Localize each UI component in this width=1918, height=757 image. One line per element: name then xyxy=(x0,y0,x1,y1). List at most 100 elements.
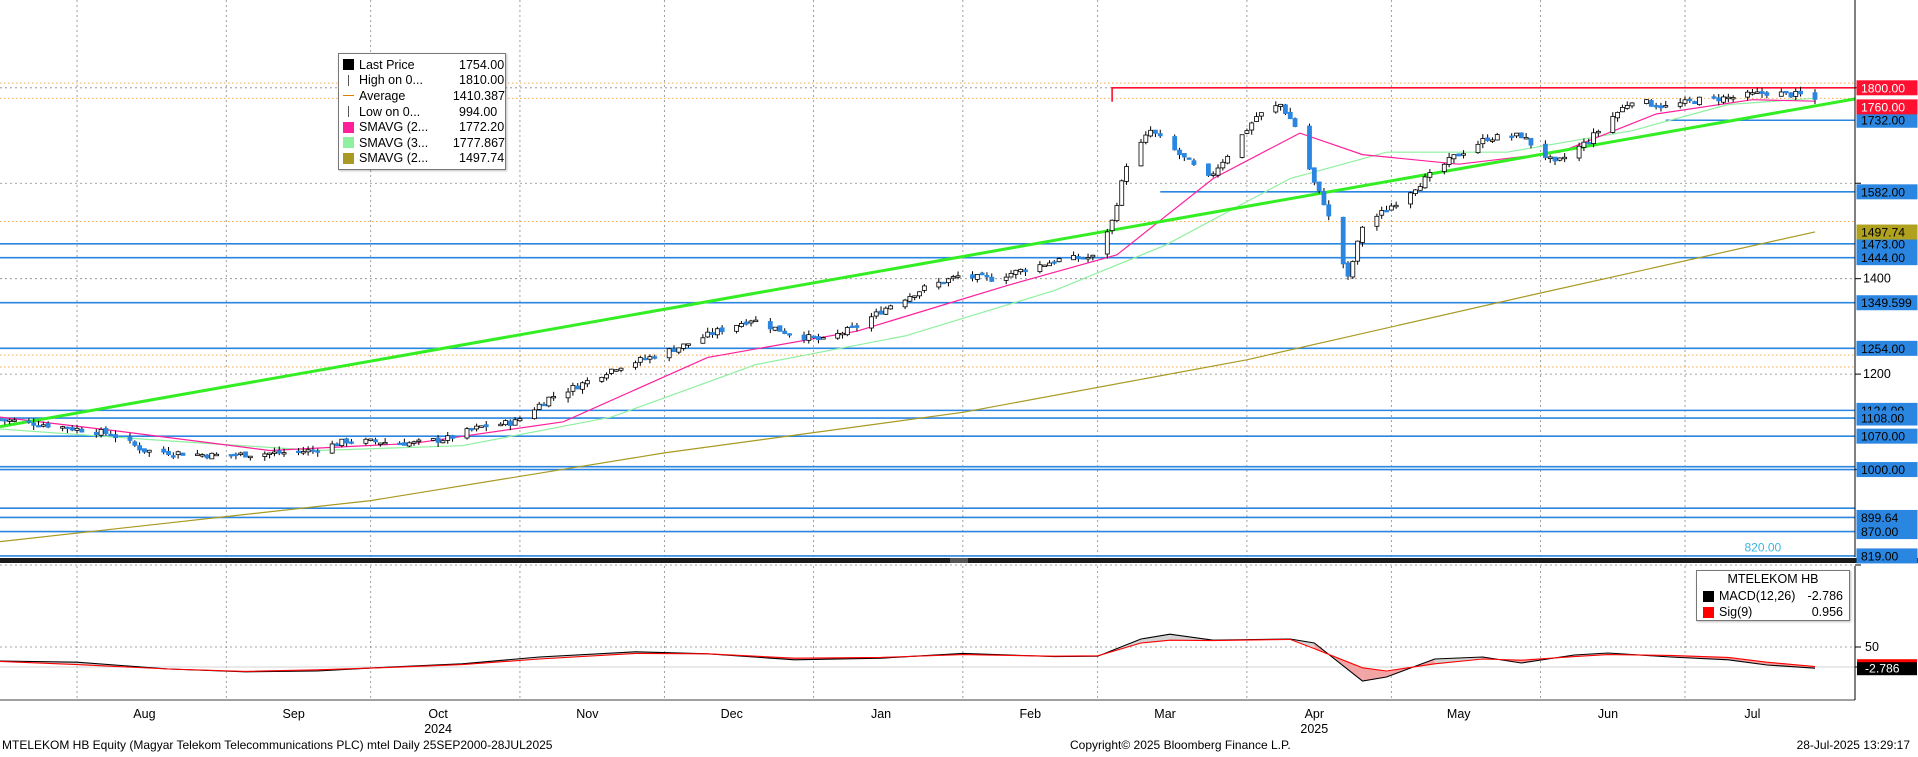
candle-body xyxy=(329,443,335,454)
support-level-label: 899.64 xyxy=(1861,511,1898,525)
candle-body xyxy=(166,450,171,456)
candle-body xyxy=(950,276,956,279)
candle-body xyxy=(1730,97,1736,100)
candle-body xyxy=(1624,105,1630,109)
candle-body xyxy=(1745,91,1750,98)
legend-value: 1754.00 xyxy=(459,57,505,72)
candle-body xyxy=(1615,111,1621,119)
candle-body xyxy=(681,343,687,349)
candle-body xyxy=(599,376,605,382)
candle-body xyxy=(970,274,975,279)
candle-body xyxy=(1119,180,1125,206)
support-level-label-background xyxy=(1856,548,1918,564)
candle-body xyxy=(1051,261,1057,264)
candle-body xyxy=(613,369,619,372)
candle-body xyxy=(883,307,889,315)
candle-body xyxy=(142,448,147,453)
candle-body xyxy=(1451,154,1457,160)
candle-body xyxy=(1239,134,1245,158)
candle-body xyxy=(377,442,383,445)
candle-body xyxy=(1591,132,1596,144)
candle-body xyxy=(777,325,783,332)
candle-body xyxy=(406,442,412,447)
candle-body xyxy=(1644,99,1649,104)
candle-body xyxy=(1191,160,1197,165)
candle-body xyxy=(1292,118,1298,127)
macd-axis-label: 50 xyxy=(1865,640,1879,654)
legend-value: 994.00 xyxy=(459,104,498,119)
legend-label: SMAVG (2... xyxy=(359,120,429,135)
candle-body xyxy=(714,328,720,336)
candle-body xyxy=(65,426,70,430)
candle-body xyxy=(1518,132,1524,139)
candle-body xyxy=(1340,216,1346,265)
price-tag-label: 1800.00 xyxy=(1861,81,1905,95)
x-axis-month-label: May xyxy=(1447,707,1471,721)
support-level-label: 819.00 xyxy=(1861,549,1898,563)
legend-row: SMAVG (2... 1497.74 xyxy=(339,151,505,167)
candle-body xyxy=(1663,105,1669,108)
candle-body xyxy=(238,452,244,455)
support-level-label-background xyxy=(1856,524,1918,540)
candle-body xyxy=(1677,102,1683,107)
price-legend[interactable]: Last Price 1754.00 High on 0... 1810.00 Aver… xyxy=(338,53,506,171)
average-line-icon xyxy=(343,90,354,102)
candle-body xyxy=(1225,155,1231,164)
candle-body xyxy=(1687,98,1693,101)
candle-body xyxy=(1316,181,1322,191)
signal-legend-row: Sig(9) 0.956 xyxy=(1697,604,1849,620)
x-axis-month-label: Jun xyxy=(1598,707,1618,721)
candle-body xyxy=(1721,96,1726,103)
candle-body xyxy=(1682,99,1688,104)
level-annotation: 820.00 xyxy=(1744,540,1781,554)
candle-body xyxy=(1783,90,1789,94)
candle-body xyxy=(464,428,470,439)
candle-body xyxy=(1003,276,1009,281)
candle-body xyxy=(40,424,46,427)
candle-body xyxy=(194,453,200,456)
candle-body xyxy=(1475,143,1481,154)
candle-body xyxy=(416,439,422,442)
candle-body xyxy=(498,423,504,427)
candle-body xyxy=(349,441,354,444)
price-tag-label: 1497.74 xyxy=(1861,226,1905,240)
candle-body xyxy=(782,330,788,334)
support-level-label-background xyxy=(1856,410,1918,426)
candle-body xyxy=(1109,219,1115,232)
candle-body xyxy=(531,409,537,420)
x-axis-month-label: Dec xyxy=(721,707,743,721)
candle-body xyxy=(1480,138,1486,145)
moving-average-line xyxy=(0,97,1816,452)
black-square-icon xyxy=(1703,590,1714,602)
candle-body xyxy=(1311,167,1317,183)
candle-body xyxy=(382,441,388,445)
candle-body xyxy=(1658,105,1664,109)
candle-body xyxy=(209,452,215,460)
candle-body xyxy=(710,332,715,335)
candle-body xyxy=(180,452,186,456)
candle-body xyxy=(161,448,167,453)
candle-body xyxy=(917,291,922,297)
candle-body xyxy=(127,436,133,441)
candle-body xyxy=(430,438,436,441)
candle-body xyxy=(609,368,614,374)
macd-legend[interactable]: MTELEKOM HB MACD(12,26) -2.786 Sig(9) 0.… xyxy=(1696,570,1850,621)
candle-body xyxy=(1711,96,1717,99)
candle-body xyxy=(450,435,455,439)
candle-body xyxy=(1153,129,1158,134)
price-tag-label-background xyxy=(1856,99,1918,115)
candle-body xyxy=(0,418,3,422)
candle-body xyxy=(402,442,407,446)
candle-body xyxy=(503,420,508,426)
candle-body xyxy=(816,336,821,341)
support-level-label: 1349.599 xyxy=(1861,296,1912,310)
candle-body xyxy=(1408,192,1413,205)
candle-body xyxy=(907,296,913,302)
candle-body xyxy=(1114,205,1120,222)
candle-body xyxy=(902,299,908,308)
candle-body xyxy=(840,332,845,336)
candle-body xyxy=(1576,145,1582,159)
candle-body xyxy=(204,454,210,459)
candle-body xyxy=(1725,96,1731,100)
legend-row: Average 1410.387 xyxy=(339,88,505,104)
